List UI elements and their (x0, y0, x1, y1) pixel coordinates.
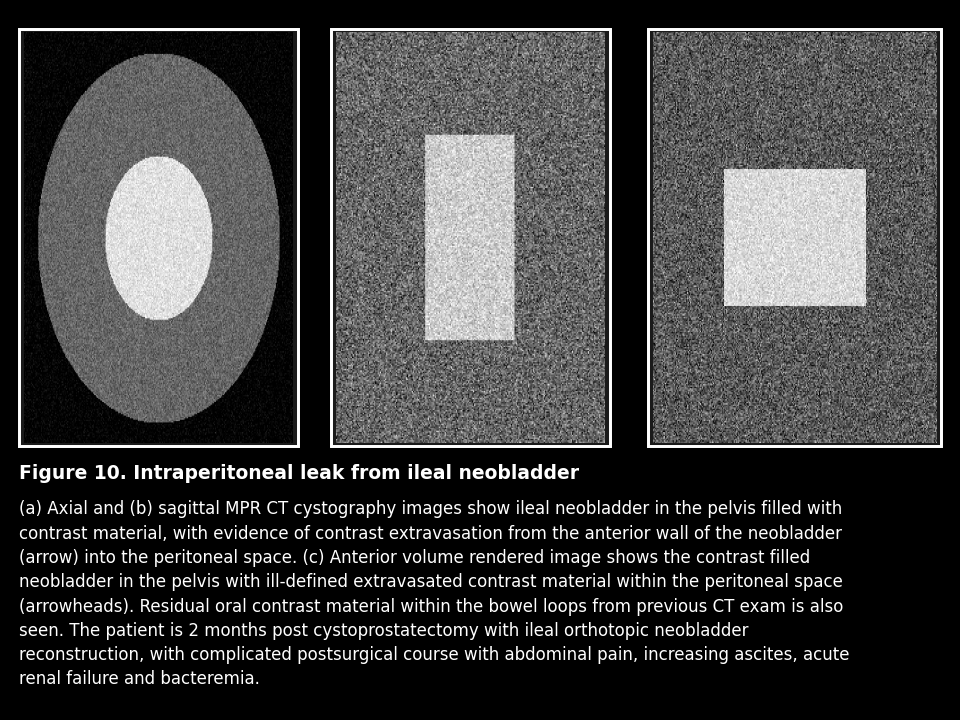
Text: C: C (660, 406, 674, 425)
Bar (331, 29, 610, 446)
Text: A: A (32, 406, 45, 425)
FancyBboxPatch shape (19, 29, 298, 446)
Text: (a) Axial and (b) sagittal MPR CT cystography images show ileal neobladder in th: (a) Axial and (b) sagittal MPR CT cystog… (19, 500, 850, 688)
Text: Figure 10. Intraperitoneal leak from ileal neobladder: Figure 10. Intraperitoneal leak from ile… (19, 464, 579, 483)
Text: A: A (29, 410, 40, 428)
FancyBboxPatch shape (331, 29, 610, 446)
Bar (19, 29, 298, 446)
Text: B: B (344, 406, 357, 425)
Bar (648, 29, 941, 446)
Text: C: C (658, 410, 669, 428)
FancyBboxPatch shape (648, 29, 941, 446)
Text: B: B (341, 410, 352, 428)
